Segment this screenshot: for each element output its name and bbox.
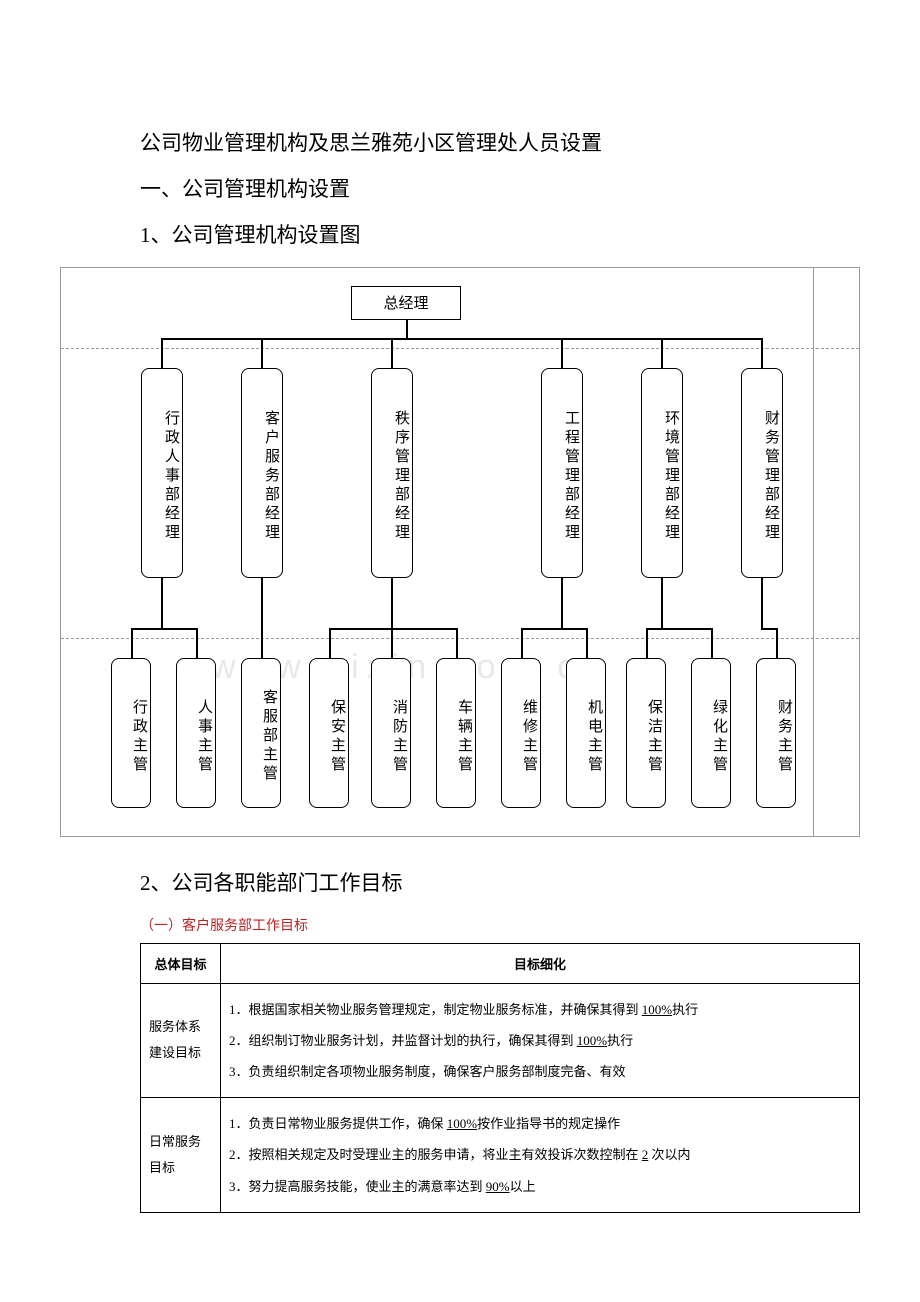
chart-divider <box>813 268 814 836</box>
node-supervisor: 财务主管 <box>756 658 796 808</box>
node-supervisor: 绿化主管 <box>691 658 731 808</box>
node-gm: 总经理 <box>351 286 461 320</box>
node-dept-manager: 环境管理部经理 <box>641 368 683 578</box>
node-dept-manager: 客户服务部经理 <box>241 368 283 578</box>
conn <box>561 578 563 628</box>
doc-title: 公司物业管理机构及思兰雅苑小区管理处人员设置 <box>140 120 860 166</box>
conn <box>131 628 198 630</box>
conn <box>776 628 778 658</box>
col-header-2: 目标细化 <box>221 943 860 983</box>
conn <box>261 338 263 368</box>
conn <box>661 578 663 628</box>
conn <box>406 320 408 338</box>
conn <box>329 628 458 630</box>
section-2: 2、公司各职能部门工作目标 <box>140 867 860 897</box>
node-supervisor: 机电主管 <box>566 658 606 808</box>
table-caption: （一）客户服务部工作目标 <box>140 915 860 935</box>
conn <box>196 628 198 658</box>
conn <box>586 628 588 658</box>
node-supervisor: 客服部主管 <box>241 658 281 808</box>
conn <box>561 338 563 368</box>
col-header-1: 总体目标 <box>141 943 221 983</box>
org-chart: www zixin com cn 总经理 行政人事部经理客户服务部经理秩序管理部… <box>60 267 860 837</box>
conn <box>391 578 393 628</box>
dashed-line-2 <box>61 638 859 639</box>
conn <box>161 338 163 368</box>
conn <box>161 578 163 628</box>
conn <box>162 338 762 340</box>
node-dept-manager: 工程管理部经理 <box>541 368 583 578</box>
conn <box>456 628 458 658</box>
node-supervisor: 消防主管 <box>371 658 411 808</box>
conn <box>391 338 393 368</box>
dashed-line-1 <box>61 348 859 349</box>
node-dept-manager: 秩序管理部经理 <box>371 368 413 578</box>
node-supervisor: 保安主管 <box>309 658 349 808</box>
goal-category: 服务体系建设目标 <box>141 983 221 1098</box>
conn <box>661 338 663 368</box>
conn <box>261 578 263 628</box>
goal-details: 1．负责日常物业服务提供工作，确保 100%按作业指导书的规定操作2．按照相关规… <box>221 1098 860 1213</box>
goal-details: 1．根据国家相关物业服务管理规定，制定物业服务标准，并确保其得到 100%执行2… <box>221 983 860 1098</box>
conn <box>521 628 588 630</box>
section-1: 一、公司管理机构设置 <box>140 166 860 212</box>
node-supervisor: 人事主管 <box>176 658 216 808</box>
conn <box>329 628 331 658</box>
node-dept-manager: 行政人事部经理 <box>141 368 183 578</box>
conn <box>646 628 648 658</box>
node-dept-manager: 财务管理部经理 <box>741 368 783 578</box>
section-1-1: 1、公司管理机构设置图 <box>140 212 860 258</box>
conn <box>711 628 713 658</box>
goal-category: 日常服务目标 <box>141 1098 221 1213</box>
conn <box>761 578 763 628</box>
node-supervisor: 保洁主管 <box>626 658 666 808</box>
conn <box>646 628 713 630</box>
node-supervisor: 维修主管 <box>501 658 541 808</box>
conn <box>391 628 393 658</box>
conn <box>131 628 133 658</box>
conn <box>521 628 523 658</box>
node-supervisor: 行政主管 <box>111 658 151 808</box>
goals-table: 总体目标 目标细化 服务体系建设目标1．根据国家相关物业服务管理规定，制定物业服… <box>140 943 860 1213</box>
node-supervisor: 车辆主管 <box>436 658 476 808</box>
conn <box>761 338 763 368</box>
conn <box>261 628 263 658</box>
